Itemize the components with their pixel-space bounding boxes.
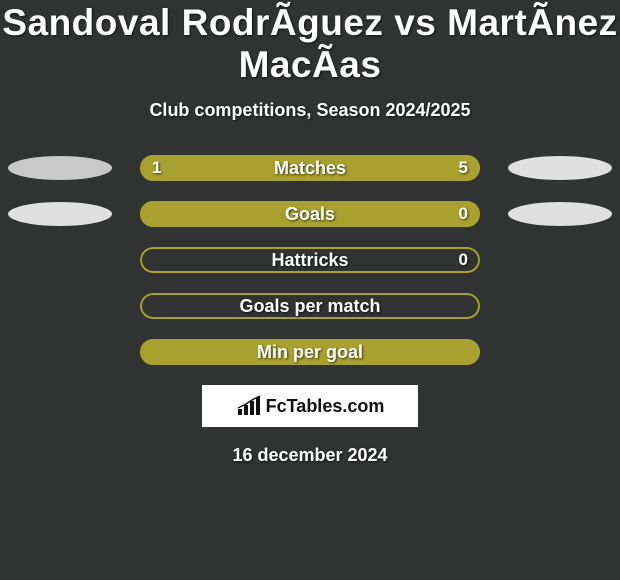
stats-list: 15Matches 0Goals 0Hattricks Goals per match… [0, 155, 620, 365]
stat-row: Goals per match [0, 293, 620, 319]
page-title: Sandoval RodrÃ­guez vs MartÃ­nez MacÃ­as [0, 2, 620, 86]
logo: FcTables.com [236, 395, 385, 417]
player2-marker [508, 202, 612, 226]
subtitle: Club competitions, Season 2024/2025 [0, 100, 620, 121]
stat-bar: 0Goals [140, 201, 480, 227]
stat-bar: Min per goal [140, 339, 480, 365]
stat-label: Min per goal [140, 339, 480, 365]
player1-marker [8, 202, 112, 226]
player2-marker [508, 156, 612, 180]
player1-marker [8, 156, 112, 180]
stat-label: Goals [140, 201, 480, 227]
stat-label: Hattricks [140, 247, 480, 273]
stat-bar: Goals per match [140, 293, 480, 319]
comparison-infographic: Sandoval RodrÃ­guez vs MartÃ­nez MacÃ­as… [0, 0, 620, 466]
stat-row: 0Hattricks [0, 247, 620, 273]
stat-row: 0Goals [0, 201, 620, 227]
stat-row: 15Matches [0, 155, 620, 181]
logo-text: FcTables.com [266, 396, 385, 417]
stat-label: Goals per match [140, 293, 480, 319]
stat-row: Min per goal [0, 339, 620, 365]
stat-bar: 15Matches [140, 155, 480, 181]
bar-chart-icon [236, 395, 262, 417]
date-text: 16 december 2024 [0, 445, 620, 466]
logo-box: FcTables.com [202, 385, 418, 427]
stat-label: Matches [140, 155, 480, 181]
stat-bar: 0Hattricks [140, 247, 480, 273]
